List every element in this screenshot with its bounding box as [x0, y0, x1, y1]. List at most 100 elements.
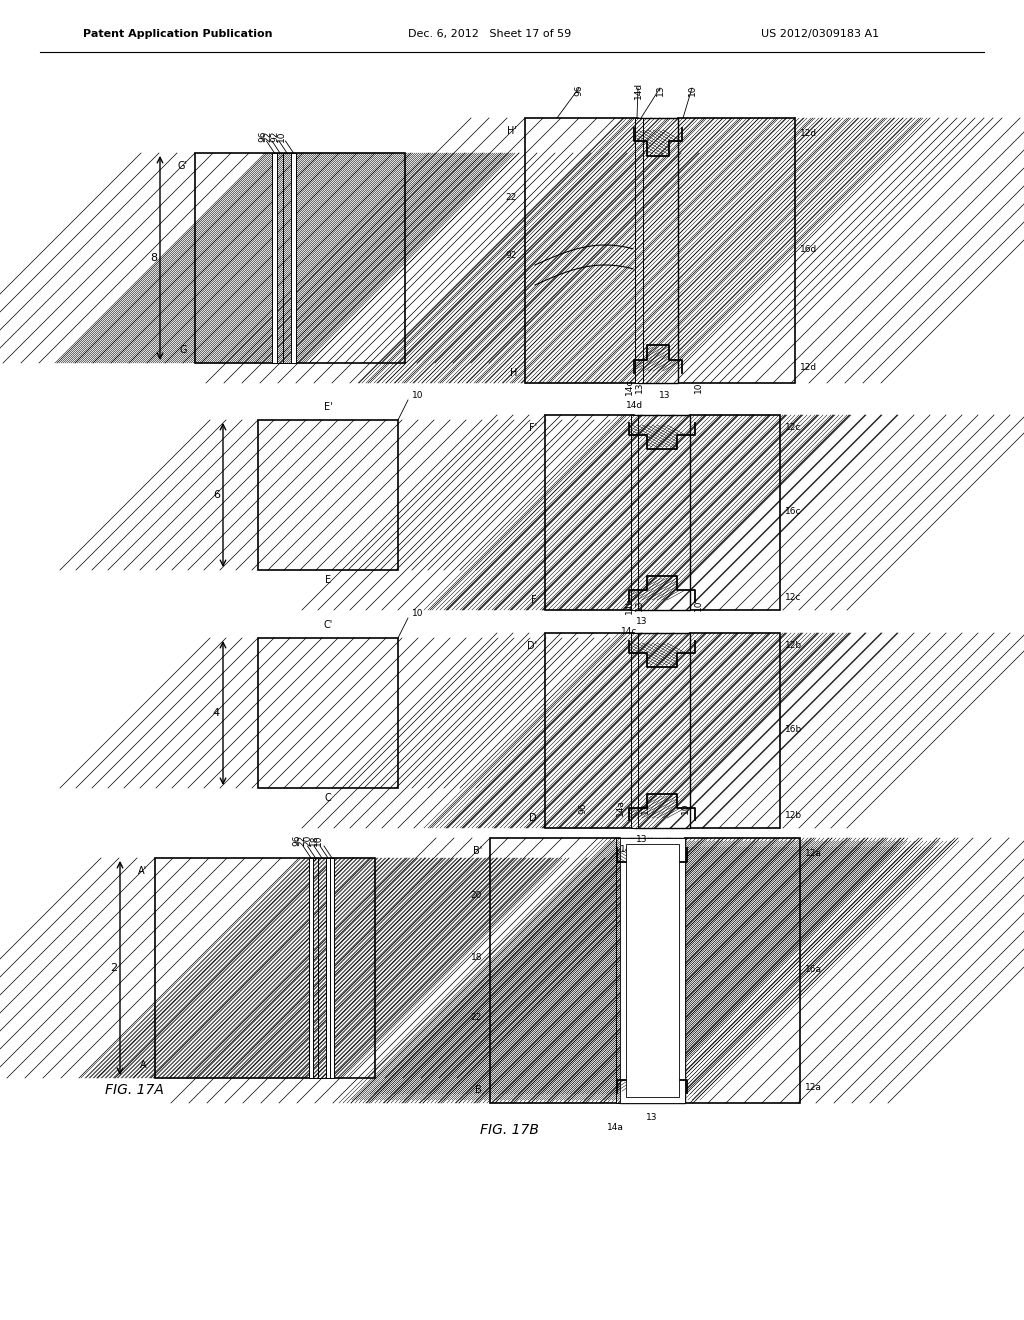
Text: 20: 20	[303, 834, 312, 846]
Bar	[318, 858, 326, 1078]
Bar	[690, 634, 780, 828]
Bar	[525, 117, 638, 383]
Text: H': H'	[507, 125, 517, 136]
Bar	[283, 153, 291, 363]
Text: 12b: 12b	[785, 812, 802, 821]
Text: 22: 22	[297, 834, 306, 846]
Text: C: C	[325, 793, 332, 803]
Text: 2: 2	[110, 964, 117, 973]
Bar	[155, 858, 375, 1078]
Bar	[634, 414, 690, 610]
Text: B: B	[475, 1085, 482, 1096]
Bar	[545, 634, 634, 828]
Text: 14b: 14b	[625, 597, 634, 614]
Text: 13: 13	[635, 599, 643, 611]
Text: 8: 8	[150, 253, 157, 263]
Bar	[678, 117, 795, 383]
Text: 13: 13	[640, 803, 649, 813]
Text: 12a: 12a	[805, 849, 822, 858]
Text: 16c: 16c	[785, 507, 802, 516]
Text: 14c: 14c	[625, 379, 634, 395]
Text: D': D'	[527, 642, 537, 651]
Bar	[629, 847, 676, 1094]
Text: Dec. 6, 2012   Sheet 17 of 59: Dec. 6, 2012 Sheet 17 of 59	[409, 29, 571, 40]
Bar	[272, 153, 278, 363]
Text: 13: 13	[636, 618, 648, 627]
Bar	[616, 838, 624, 1104]
Text: A': A'	[138, 866, 147, 876]
Text: E': E'	[324, 403, 333, 412]
Bar	[631, 414, 638, 610]
Text: 6: 6	[213, 490, 220, 500]
Bar	[620, 838, 685, 1104]
Text: 96: 96	[293, 834, 301, 846]
Text: 14d: 14d	[634, 82, 642, 99]
Bar	[330, 858, 334, 1078]
Bar	[631, 634, 638, 828]
Text: 16d: 16d	[800, 246, 817, 255]
Text: 13: 13	[646, 1114, 657, 1122]
Text: FIG. 17A: FIG. 17A	[105, 1082, 164, 1097]
Text: 13: 13	[655, 84, 665, 96]
Text: US 2012/0309183 A1: US 2012/0309183 A1	[761, 29, 879, 40]
Text: 14a: 14a	[615, 800, 625, 817]
Bar	[291, 153, 296, 363]
Text: 14a: 14a	[606, 1123, 624, 1133]
Text: 12d: 12d	[800, 363, 817, 372]
Text: Patent Application Publication: Patent Application Publication	[83, 29, 272, 40]
Text: 13: 13	[636, 836, 648, 845]
Text: 10: 10	[693, 381, 702, 393]
Text: 10: 10	[687, 84, 696, 96]
Text: 13: 13	[659, 391, 671, 400]
Text: 18: 18	[470, 953, 482, 961]
Text: FIG. 17B: FIG. 17B	[480, 1123, 539, 1137]
Text: 96: 96	[258, 131, 267, 141]
Text: 10: 10	[681, 803, 689, 813]
Text: 18: 18	[309, 834, 318, 846]
Text: 20: 20	[471, 891, 482, 900]
Text: 92: 92	[506, 251, 517, 260]
Text: B': B'	[473, 846, 482, 855]
Text: 92: 92	[270, 131, 280, 141]
Text: 10: 10	[313, 834, 323, 846]
Bar	[258, 638, 398, 788]
Text: 12c: 12c	[785, 594, 802, 602]
Text: D: D	[529, 813, 537, 822]
Text: A: A	[140, 1060, 147, 1071]
Text: 22: 22	[263, 131, 272, 141]
Text: 16b: 16b	[785, 726, 802, 734]
Text: 12b: 12b	[785, 640, 802, 649]
Text: 96: 96	[574, 84, 584, 96]
Bar	[623, 841, 682, 1100]
Bar	[635, 117, 643, 383]
Bar	[278, 153, 283, 363]
Bar	[638, 117, 678, 383]
Bar	[309, 858, 313, 1078]
Text: 10: 10	[693, 599, 702, 611]
Text: 96: 96	[579, 803, 588, 813]
Bar	[195, 153, 406, 363]
Bar	[626, 843, 679, 1097]
Text: G: G	[179, 345, 187, 355]
Text: 14b: 14b	[621, 846, 638, 854]
Text: 16a: 16a	[805, 965, 822, 974]
Bar	[685, 838, 800, 1104]
Text: G': G'	[177, 161, 187, 172]
Text: C': C'	[324, 620, 333, 630]
Text: F': F'	[528, 422, 537, 433]
Text: 12d: 12d	[800, 128, 817, 137]
Text: 22: 22	[471, 1014, 482, 1023]
Text: E: E	[325, 576, 331, 585]
Bar	[690, 414, 780, 610]
Text: 10: 10	[412, 392, 424, 400]
Text: 4: 4	[213, 708, 220, 718]
Text: 13: 13	[635, 381, 643, 393]
Text: H: H	[510, 368, 517, 378]
Text: F: F	[531, 595, 537, 605]
Bar	[545, 414, 634, 610]
Bar	[326, 858, 330, 1078]
Text: 12c: 12c	[785, 422, 802, 432]
Text: 14d: 14d	[627, 400, 643, 409]
Bar	[313, 858, 318, 1078]
Text: 22: 22	[506, 193, 517, 202]
